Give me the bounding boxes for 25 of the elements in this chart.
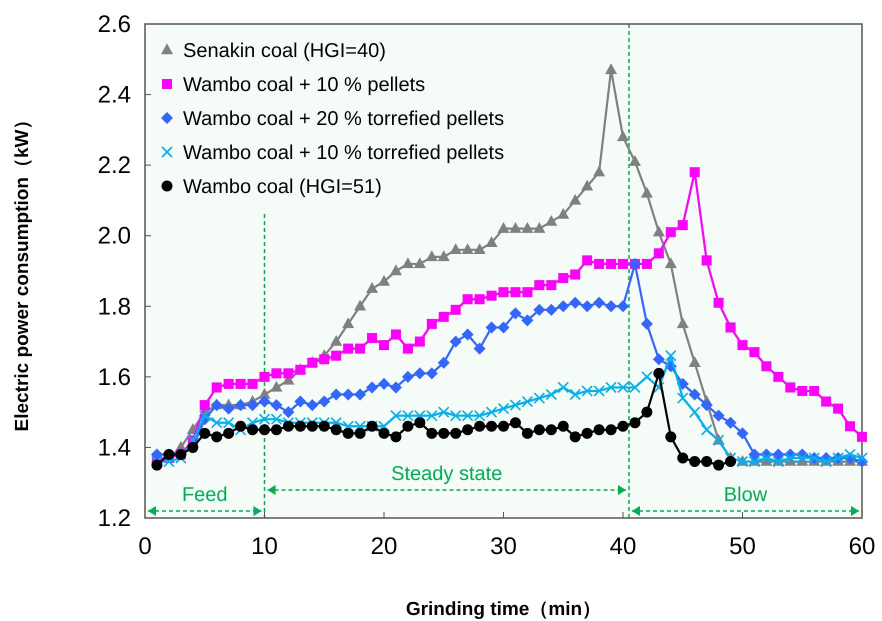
legend-label: Wambo coal (HGI=51): [183, 176, 382, 198]
x-tick-label: 30: [490, 533, 517, 560]
y-tick-label: 1.2: [98, 505, 131, 532]
x-tick-label: 10: [251, 533, 278, 560]
x-tick-label: 0: [138, 533, 152, 560]
y-tick-label: 2.6: [98, 11, 131, 38]
y-tick-label: 2.2: [98, 152, 131, 180]
y-tick-label: 2.0: [98, 222, 131, 250]
legend-label: Wambo coal + 10 % pellets: [183, 74, 426, 96]
x-tick-label: 40: [610, 533, 636, 560]
y-tick-label: 1.8: [98, 293, 131, 320]
x-tick-label: 20: [370, 533, 398, 560]
band-label: Steady state: [391, 463, 502, 485]
y-tick-label: 1.6: [98, 364, 131, 391]
band-label: Feed: [182, 484, 228, 506]
x-axis-title: Grinding time（min）: [406, 599, 602, 620]
x-tick-label: 50: [729, 533, 756, 560]
x-tick-label: 60: [848, 533, 876, 560]
y-tick-label: 1.4: [98, 434, 131, 462]
band-label: Blow: [724, 484, 768, 506]
y-axis-title: Electric power consumption（kW）: [12, 110, 33, 432]
legend-label: Wambo coal + 20 % torrefied pellets: [183, 108, 504, 130]
y-tick-label: 2.4: [98, 82, 131, 109]
legend-label: Senakin coal (HGI=40): [183, 40, 386, 62]
legend-label: Wambo coal + 10 % torrefied pellets: [183, 142, 504, 164]
